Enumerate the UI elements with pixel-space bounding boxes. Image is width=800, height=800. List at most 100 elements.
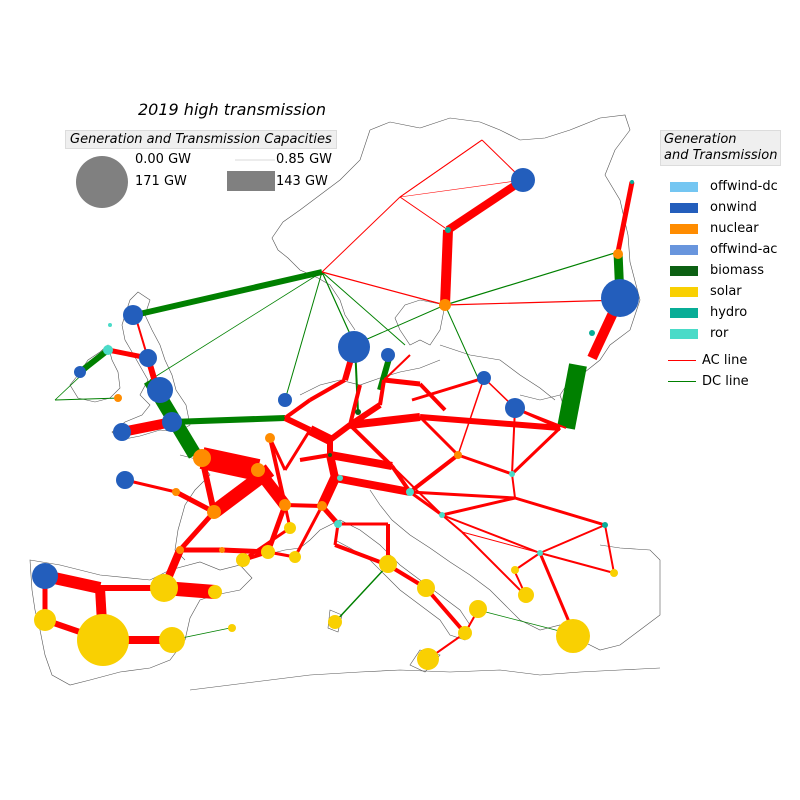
bus-onwind-24 [162, 412, 182, 432]
legend-label: onwind [710, 200, 757, 215]
legend-swatch-offwind-dc [670, 181, 698, 192]
ac-line-103 [268, 437, 287, 471]
legend-label: nuclear [710, 221, 759, 236]
ac-line-28 [321, 196, 401, 273]
ac-line-114 [348, 384, 362, 426]
dc-line-4 [149, 271, 323, 381]
bus-ror-49 [103, 345, 113, 355]
bus-nuclear-42 [613, 249, 623, 259]
bus-solar-6 [417, 648, 439, 670]
ac-line-105 [309, 378, 346, 402]
ac-line-72 [511, 407, 516, 475]
legend-swatch-offwind-ac [670, 244, 698, 255]
generation-legend: Generation and Transmission offwind-dc on… [660, 130, 800, 392]
gen-min-label: 0.00 GW [135, 152, 192, 167]
bus-nuclear-36 [251, 463, 265, 477]
ac-line-84 [514, 552, 541, 571]
bus-ror-61 [108, 323, 112, 327]
ac-line-111 [411, 376, 485, 402]
ac-line-60 [307, 425, 333, 445]
ac-line-52 [221, 547, 269, 555]
dc-line-11 [54, 397, 121, 401]
bus-hydro-53 [630, 180, 634, 184]
bus-onwind-26 [123, 305, 143, 325]
ac-line-67 [329, 451, 393, 470]
generation-legend-items: offwind-dc onwind nuclear offwind-ac biomass… [660, 176, 800, 392]
ac-line-81 [514, 496, 606, 527]
bus-nuclear-44 [176, 546, 184, 554]
bus-onwind-28 [116, 471, 134, 489]
legend-item-ror: ror [660, 323, 800, 344]
bus-solar-19 [228, 624, 236, 632]
capacity-sample-thick-line [227, 171, 275, 191]
legend-item-nuclear: nuclear [660, 218, 800, 239]
ac-line-98 [511, 473, 516, 499]
bus-onwind-31 [477, 371, 491, 385]
ac-line-24 [399, 139, 483, 198]
ac-line-56 [284, 503, 323, 508]
bus-solar-17 [261, 545, 275, 559]
legend-label: biomass [710, 263, 764, 278]
ac-line-30 [615, 181, 635, 253]
legend-label: ror [710, 326, 729, 341]
ac-line-102 [283, 429, 312, 471]
ac-line-75 [419, 414, 561, 431]
bus-hydro-55 [589, 330, 595, 336]
ac-line-83 [539, 552, 615, 574]
capacity-sample-circle [76, 156, 128, 208]
ac-line-93 [334, 543, 389, 567]
ac-line-101 [293, 505, 324, 558]
ac-line-25 [445, 176, 526, 234]
bus-solar-0 [77, 614, 129, 666]
ac-line-118 [539, 524, 606, 554]
line-min-label: 0.85 GW [276, 152, 333, 167]
bus-solar-8 [417, 579, 435, 597]
legend-item-offwind-ac: offwind-ac [660, 239, 800, 260]
legend-item-hydro: hydro [660, 302, 800, 323]
legend-item-offwind-dc: offwind-dc [660, 176, 800, 197]
bus-onwind-21 [601, 279, 639, 317]
bus-solar-10 [518, 587, 534, 603]
ac-line-109 [418, 382, 447, 412]
bus-solar-18 [610, 569, 618, 577]
bus-hydro-54 [445, 227, 451, 233]
bus-onwind-27 [113, 423, 131, 441]
dc-line-6 [444, 304, 479, 379]
bus-solar-12 [328, 615, 342, 629]
bus-ror-48 [334, 520, 342, 528]
bus-ror-52 [537, 550, 543, 556]
bus-solar-1 [556, 619, 590, 653]
bus-ror-59 [439, 512, 445, 518]
ac-line-40 [178, 510, 216, 552]
gen-max-label: 171 GW [135, 174, 187, 189]
dc-line-9 [557, 363, 587, 430]
line-max-label: 143 GW [276, 174, 328, 189]
ac-line-74 [510, 426, 562, 476]
legend-swatch-solar [670, 286, 698, 297]
legend-label: AC line [702, 353, 748, 368]
ac-line-112 [348, 423, 394, 468]
bus-nuclear-58 [114, 394, 122, 402]
dc-line-2 [284, 271, 323, 401]
bus-hydro-51 [602, 522, 608, 528]
generation-legend-header-line1: Generation [664, 132, 737, 147]
bus-nuclear-38 [279, 499, 291, 511]
bus-solar-20 [511, 566, 519, 574]
bus-solar-16 [284, 522, 296, 534]
bus-solar-14 [236, 553, 250, 567]
bus-solar-9 [379, 555, 397, 573]
bus-solar-2 [150, 574, 178, 602]
ac-line-69 [334, 474, 411, 496]
dc-line-0 [134, 269, 323, 318]
bus-solar-7 [469, 600, 487, 618]
bus-solar-3 [159, 627, 185, 653]
ac-line-22 [399, 179, 524, 198]
bus-solar-13 [208, 585, 222, 599]
ac-line-88 [461, 531, 541, 554]
legend-label: DC line [702, 374, 749, 389]
legend-line-swatch [668, 360, 696, 361]
legend-item-solar: solar [660, 281, 800, 302]
ac-line-113 [299, 453, 331, 462]
ac-line-108 [383, 377, 421, 387]
baltic-coast [299, 344, 556, 401]
